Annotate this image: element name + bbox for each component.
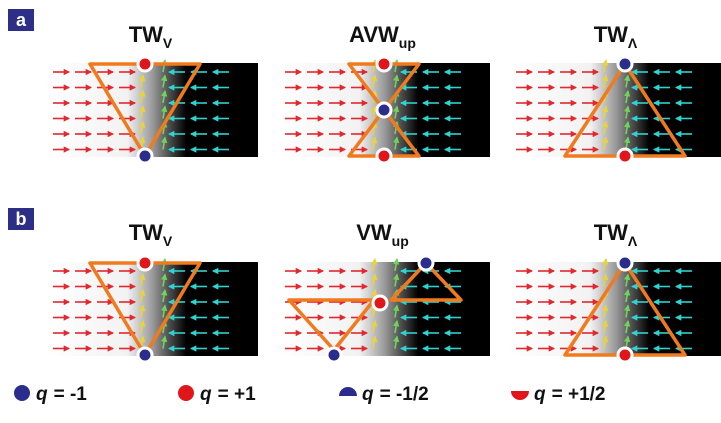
legend-item: q = +1 xyxy=(178,384,256,405)
panel-label: b xyxy=(8,208,34,230)
legend-item: q = -1/2 xyxy=(339,384,429,405)
defect xyxy=(373,296,387,310)
legend-value: = -1 xyxy=(54,384,88,405)
title-main: TW xyxy=(594,22,628,47)
title-sub: V xyxy=(163,35,173,51)
title-sub: Λ xyxy=(628,35,638,51)
title-sub: up xyxy=(399,35,416,51)
legend-symbol xyxy=(339,387,357,396)
panel-title: TWV xyxy=(129,220,173,249)
legend-text: q = -1/2 xyxy=(362,384,429,405)
panel xyxy=(279,256,490,362)
defect xyxy=(327,348,341,362)
title-sub: Λ xyxy=(628,233,638,249)
panel-label: a xyxy=(8,9,34,31)
defect xyxy=(618,256,632,270)
defect xyxy=(618,149,632,163)
legend-text: q = -1 xyxy=(36,384,87,405)
title-main: TW xyxy=(129,22,163,47)
panel-title: AVWup xyxy=(349,22,416,51)
title-main: TW xyxy=(129,220,163,245)
legend-value: = +1 xyxy=(218,384,256,405)
defect xyxy=(377,149,391,163)
title-main: TW xyxy=(594,220,628,245)
legend-symbol xyxy=(14,385,30,401)
panel xyxy=(510,57,721,163)
title-sub: V xyxy=(163,233,173,249)
legend-text: q = +1 xyxy=(200,384,256,405)
legend-value: = -1/2 xyxy=(380,384,429,405)
defect xyxy=(618,57,632,71)
panel xyxy=(47,256,258,362)
panel xyxy=(510,256,721,362)
panel-title: TWΛ xyxy=(594,22,638,51)
defect xyxy=(618,348,632,362)
panel-title: VWup xyxy=(356,220,409,249)
label-text: a xyxy=(16,10,27,30)
defect xyxy=(138,256,152,270)
legend-text: q = +1/2 xyxy=(534,384,606,405)
legend-var: q xyxy=(36,384,48,405)
defect xyxy=(377,57,391,71)
legend-var: q xyxy=(362,384,374,405)
panel xyxy=(279,57,490,163)
legend-item: q = -1 xyxy=(14,384,87,405)
defect xyxy=(138,149,152,163)
figure: aTWVAVWupTWΛbTWVVWupTWΛq= -1q= +1q= -1/2… xyxy=(0,0,721,418)
legend-var: q xyxy=(534,384,546,405)
defect xyxy=(377,103,391,117)
panel xyxy=(47,57,258,163)
legend-symbol xyxy=(511,391,529,400)
label-text: b xyxy=(16,209,27,229)
legend-value: = +1/2 xyxy=(552,384,606,405)
panel-title: TWV xyxy=(129,22,173,51)
defect xyxy=(419,256,433,270)
defect xyxy=(138,348,152,362)
legend-var: q xyxy=(200,384,212,405)
legend-item: q = +1/2 xyxy=(511,384,606,405)
title-main: AVW xyxy=(349,22,399,47)
defect xyxy=(138,57,152,71)
legend-symbol xyxy=(178,385,194,401)
title-sub: up xyxy=(392,233,409,249)
panel-title: TWΛ xyxy=(594,220,638,249)
title-main: VW xyxy=(356,220,392,245)
